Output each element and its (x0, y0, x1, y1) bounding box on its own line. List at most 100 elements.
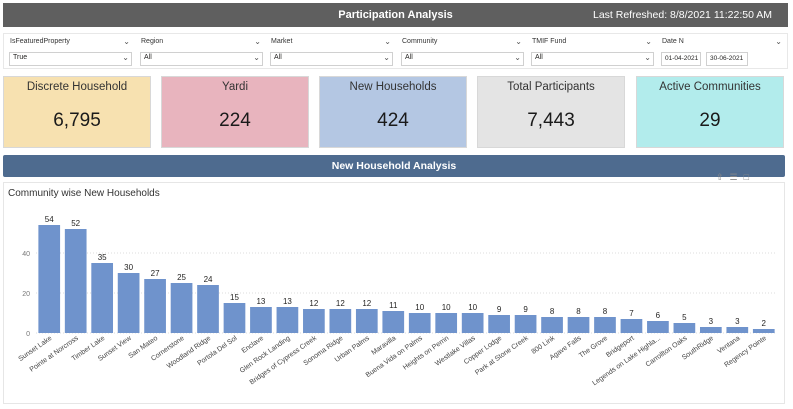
filter-dropdown[interactable]: All ⌄ (270, 52, 393, 66)
bar (170, 283, 193, 333)
data-label: 5 (682, 313, 687, 322)
chevron-down-icon: ⌄ (644, 53, 651, 62)
chevron-down-icon[interactable]: ⌄ (123, 37, 130, 46)
kpi-value: 29 (699, 110, 721, 131)
data-label: 13 (283, 297, 292, 306)
chevron-down-icon: ⌄ (514, 53, 521, 62)
bar (223, 303, 246, 333)
filter-value: All (144, 54, 152, 61)
bar (461, 313, 484, 333)
pin-icon[interactable]: ⇧ (715, 172, 730, 182)
chevron-down-icon: ⌄ (253, 53, 260, 62)
kpi-card-new-households: New Households 424 (319, 76, 467, 148)
kpi-label: Active Communities (659, 81, 761, 93)
filter-value: All (274, 54, 282, 61)
chevron-down-icon[interactable]: ⌄ (775, 37, 782, 46)
filter-dropdown[interactable]: All ⌄ (140, 52, 263, 66)
bar (382, 311, 405, 333)
bar (594, 317, 616, 333)
data-label: 35 (98, 253, 107, 262)
data-label: 9 (523, 305, 528, 314)
bar (117, 273, 140, 333)
data-label: 13 (256, 297, 265, 306)
filter-value: All (535, 54, 543, 61)
data-label: 30 (124, 263, 133, 272)
data-label: 2 (762, 319, 767, 328)
bar (197, 285, 219, 333)
bar (647, 321, 669, 333)
bar (488, 315, 510, 333)
data-label: 6 (656, 311, 661, 320)
chevron-down-icon[interactable]: ⌄ (254, 37, 261, 46)
bar (514, 315, 537, 333)
data-label: 54 (45, 215, 54, 224)
filter-market[interactable]: Market ⌄ All ⌄ (269, 36, 393, 68)
visual-header-icons: ⇧☰□ (716, 172, 755, 183)
data-label: 11 (389, 301, 398, 310)
bar (699, 327, 722, 333)
bar (64, 229, 87, 333)
data-label: 10 (415, 303, 424, 312)
filter-dropdown[interactable]: True ⌄ (9, 52, 132, 66)
focus-mode-icon[interactable]: □ (743, 172, 755, 182)
chevron-down-icon: ⌄ (383, 53, 390, 62)
data-label: 27 (151, 269, 160, 278)
chart-title: Community wise New Households (8, 188, 160, 199)
chart-panel (3, 182, 785, 404)
data-label: 9 (497, 305, 502, 314)
data-label: 52 (71, 219, 80, 228)
date-start-input[interactable]: 01-04-2021 (661, 52, 701, 66)
filter-label: Date N (662, 38, 684, 45)
data-label: 7 (629, 309, 634, 318)
bar (276, 307, 299, 333)
page-title: Participation Analysis (338, 9, 453, 21)
filter-icon[interactable]: ☰ (729, 172, 744, 182)
data-label: 12 (336, 299, 345, 308)
kpi-value: 424 (377, 110, 409, 131)
data-label: 25 (177, 273, 186, 282)
kpi-card-yardi: Yardi 224 (161, 76, 309, 148)
filter-dropdown[interactable]: All ⌄ (531, 52, 654, 66)
bar (250, 307, 272, 333)
x-tick-label: Enclave (241, 335, 266, 355)
kpi-card-active-communities: Active Communities 29 (636, 76, 784, 148)
bar (752, 329, 775, 333)
chevron-down-icon[interactable]: ⌄ (384, 37, 391, 46)
chevron-down-icon[interactable]: ⌄ (645, 37, 652, 46)
kpi-label: Discrete Household (26, 81, 128, 93)
chevron-down-icon[interactable]: ⌄ (515, 37, 522, 46)
data-label: 10 (442, 303, 451, 312)
data-label: 8 (550, 307, 555, 316)
filter-community[interactable]: Community ⌄ All ⌄ (400, 36, 524, 68)
date-end-input[interactable]: 30-06-2021 (706, 52, 748, 66)
data-label: 3 (735, 317, 740, 326)
data-label: 24 (204, 275, 213, 284)
last-refreshed-text: Last Refreshed: 8/8/2021 11:22:50 AM (592, 9, 772, 21)
filter-tmif-fund[interactable]: TMIF Fund ⌄ All ⌄ (530, 36, 654, 68)
y-tick-label: 0 (26, 331, 30, 338)
filter-value: All (405, 54, 413, 61)
filter-region[interactable]: Region ⌄ All ⌄ (139, 36, 263, 68)
x-tick-label: The Grove (578, 335, 609, 360)
bar (329, 309, 352, 333)
filter-value: True (13, 54, 28, 61)
filter-label: Community (402, 38, 438, 45)
filter-label: Market (271, 38, 293, 45)
kpi-card-discrete-household: Discrete Household 6,795 (3, 76, 151, 148)
bar (620, 319, 643, 333)
bar (408, 313, 431, 333)
kpi-label: Yardi (222, 81, 248, 93)
filter-isfeaturedproperty[interactable]: IsFeaturedProperty ⌄ True ⌄ (8, 36, 132, 68)
kpi-card-total-participants: Total Participants 7,443 (477, 76, 625, 148)
data-label: 10 (468, 303, 477, 312)
filter-date: Date N ⌄ 01-04-2021 30-06-2021 (660, 36, 784, 68)
bar (726, 327, 749, 333)
filter-dropdown[interactable]: All ⌄ (401, 52, 524, 66)
data-label: 12 (309, 299, 318, 308)
filter-label: Region (141, 38, 164, 45)
kpi-label: Total Participants (507, 81, 595, 93)
bar (541, 317, 563, 333)
y-tick-label: 20 (22, 291, 30, 298)
bar (38, 225, 61, 333)
